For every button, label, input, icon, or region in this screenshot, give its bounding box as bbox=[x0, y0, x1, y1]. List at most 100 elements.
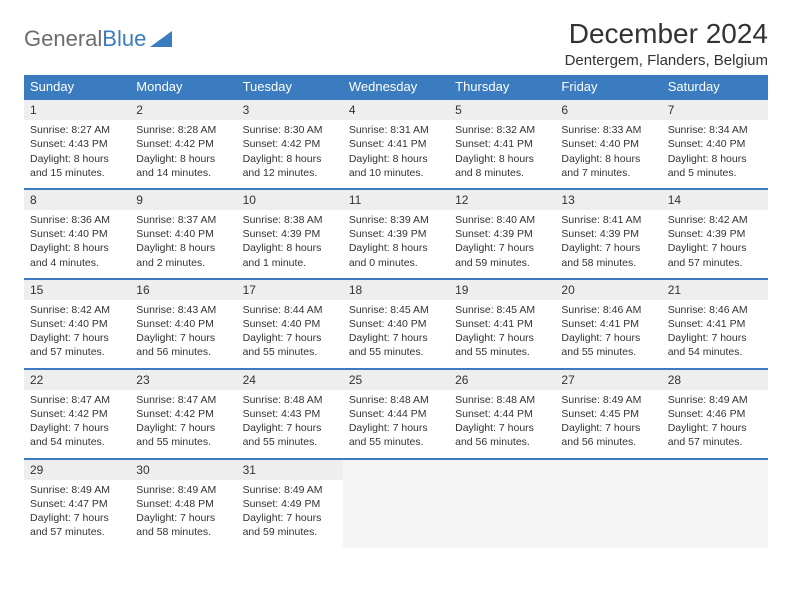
day-cell: Sunrise: 8:48 AMSunset: 4:44 PMDaylight:… bbox=[449, 390, 555, 459]
sunrise-text: Sunrise: 8:49 AM bbox=[668, 393, 762, 407]
day-number: 24 bbox=[237, 369, 343, 390]
sunset-text: Sunset: 4:41 PM bbox=[561, 317, 655, 331]
sunset-text: Sunset: 4:40 PM bbox=[561, 137, 655, 151]
day-cell: Sunrise: 8:40 AMSunset: 4:39 PMDaylight:… bbox=[449, 210, 555, 279]
day-number: 26 bbox=[449, 369, 555, 390]
daylight-text-1: Daylight: 7 hours bbox=[455, 421, 549, 435]
sunset-text: Sunset: 4:40 PM bbox=[349, 317, 443, 331]
daylight-text-2: and 56 minutes. bbox=[561, 435, 655, 449]
day-info-row: Sunrise: 8:47 AMSunset: 4:42 PMDaylight:… bbox=[24, 390, 768, 459]
day-cell: Sunrise: 8:47 AMSunset: 4:42 PMDaylight:… bbox=[130, 390, 236, 459]
daylight-text-2: and 10 minutes. bbox=[349, 166, 443, 180]
day-cell: Sunrise: 8:43 AMSunset: 4:40 PMDaylight:… bbox=[130, 300, 236, 369]
day-number: 25 bbox=[343, 369, 449, 390]
daylight-text-2: and 57 minutes. bbox=[668, 435, 762, 449]
day-number: 8 bbox=[24, 189, 130, 210]
sunset-text: Sunset: 4:39 PM bbox=[455, 227, 549, 241]
daylight-text-1: Daylight: 7 hours bbox=[561, 241, 655, 255]
daylight-text-1: Daylight: 7 hours bbox=[668, 421, 762, 435]
day-number: 5 bbox=[449, 99, 555, 120]
daylight-text-2: and 14 minutes. bbox=[136, 166, 230, 180]
daylight-text-1: Daylight: 7 hours bbox=[136, 331, 230, 345]
daylight-text-2: and 7 minutes. bbox=[561, 166, 655, 180]
daylight-text-1: Daylight: 7 hours bbox=[136, 421, 230, 435]
daylight-text-2: and 57 minutes. bbox=[668, 256, 762, 270]
daylight-text-1: Daylight: 8 hours bbox=[561, 152, 655, 166]
day-cell: Sunrise: 8:49 AMSunset: 4:49 PMDaylight:… bbox=[237, 480, 343, 548]
logo-text-1: General bbox=[24, 26, 102, 52]
day-cell: Sunrise: 8:49 AMSunset: 4:47 PMDaylight:… bbox=[24, 480, 130, 548]
day-number: 2 bbox=[130, 99, 236, 120]
day-header-row: Sunday Monday Tuesday Wednesday Thursday… bbox=[24, 75, 768, 99]
sunset-text: Sunset: 4:40 PM bbox=[243, 317, 337, 331]
day-cell: Sunrise: 8:28 AMSunset: 4:42 PMDaylight:… bbox=[130, 120, 236, 189]
sunrise-text: Sunrise: 8:47 AM bbox=[30, 393, 124, 407]
daylight-text-2: and 57 minutes. bbox=[30, 345, 124, 359]
sunset-text: Sunset: 4:47 PM bbox=[30, 497, 124, 511]
day-number: 10 bbox=[237, 189, 343, 210]
daylight-text-2: and 8 minutes. bbox=[455, 166, 549, 180]
sunset-text: Sunset: 4:40 PM bbox=[30, 227, 124, 241]
day-cell: Sunrise: 8:37 AMSunset: 4:40 PMDaylight:… bbox=[130, 210, 236, 279]
daylight-text-2: and 12 minutes. bbox=[243, 166, 337, 180]
daylight-text-1: Daylight: 7 hours bbox=[561, 421, 655, 435]
daylight-text-1: Daylight: 7 hours bbox=[349, 331, 443, 345]
day-cell: Sunrise: 8:48 AMSunset: 4:44 PMDaylight:… bbox=[343, 390, 449, 459]
sunset-text: Sunset: 4:40 PM bbox=[668, 137, 762, 151]
daylight-text-1: Daylight: 7 hours bbox=[668, 241, 762, 255]
day-header: Wednesday bbox=[343, 75, 449, 99]
sunset-text: Sunset: 4:42 PM bbox=[136, 137, 230, 151]
sunrise-text: Sunrise: 8:45 AM bbox=[455, 303, 549, 317]
daylight-text-1: Daylight: 8 hours bbox=[455, 152, 549, 166]
day-number-row: 1234567 bbox=[24, 99, 768, 120]
day-cell: Sunrise: 8:45 AMSunset: 4:41 PMDaylight:… bbox=[449, 300, 555, 369]
sunset-text: Sunset: 4:40 PM bbox=[30, 317, 124, 331]
day-number: 21 bbox=[662, 279, 768, 300]
day-number: 11 bbox=[343, 189, 449, 210]
sunset-text: Sunset: 4:39 PM bbox=[561, 227, 655, 241]
day-number bbox=[449, 459, 555, 480]
day-number-row: 15161718192021 bbox=[24, 279, 768, 300]
sunrise-text: Sunrise: 8:49 AM bbox=[243, 483, 337, 497]
day-cell: Sunrise: 8:42 AMSunset: 4:40 PMDaylight:… bbox=[24, 300, 130, 369]
daylight-text-1: Daylight: 7 hours bbox=[243, 421, 337, 435]
sunset-text: Sunset: 4:43 PM bbox=[243, 407, 337, 421]
daylight-text-2: and 59 minutes. bbox=[243, 525, 337, 539]
day-number-row: 891011121314 bbox=[24, 189, 768, 210]
day-number: 9 bbox=[130, 189, 236, 210]
daylight-text-2: and 55 minutes. bbox=[243, 435, 337, 449]
daylight-text-2: and 1 minute. bbox=[243, 256, 337, 270]
sunrise-text: Sunrise: 8:37 AM bbox=[136, 213, 230, 227]
daylight-text-2: and 15 minutes. bbox=[30, 166, 124, 180]
month-title: December 2024 bbox=[565, 18, 768, 50]
day-number: 16 bbox=[130, 279, 236, 300]
day-number: 29 bbox=[24, 459, 130, 480]
sunset-text: Sunset: 4:41 PM bbox=[349, 137, 443, 151]
day-number: 28 bbox=[662, 369, 768, 390]
day-number: 31 bbox=[237, 459, 343, 480]
sunset-text: Sunset: 4:39 PM bbox=[668, 227, 762, 241]
day-cell: Sunrise: 8:44 AMSunset: 4:40 PMDaylight:… bbox=[237, 300, 343, 369]
day-cell: Sunrise: 8:49 AMSunset: 4:48 PMDaylight:… bbox=[130, 480, 236, 548]
day-info-row: Sunrise: 8:36 AMSunset: 4:40 PMDaylight:… bbox=[24, 210, 768, 279]
day-number bbox=[343, 459, 449, 480]
sunset-text: Sunset: 4:40 PM bbox=[136, 317, 230, 331]
sunset-text: Sunset: 4:41 PM bbox=[455, 317, 549, 331]
logo-text-2: Blue bbox=[102, 26, 146, 52]
sunset-text: Sunset: 4:42 PM bbox=[136, 407, 230, 421]
sunset-text: Sunset: 4:48 PM bbox=[136, 497, 230, 511]
sunset-text: Sunset: 4:44 PM bbox=[455, 407, 549, 421]
daylight-text-1: Daylight: 7 hours bbox=[561, 331, 655, 345]
day-number: 15 bbox=[24, 279, 130, 300]
day-number: 13 bbox=[555, 189, 661, 210]
daylight-text-1: Daylight: 7 hours bbox=[243, 331, 337, 345]
day-info-row: Sunrise: 8:49 AMSunset: 4:47 PMDaylight:… bbox=[24, 480, 768, 548]
calendar-table: Sunday Monday Tuesday Wednesday Thursday… bbox=[24, 75, 768, 548]
sunrise-text: Sunrise: 8:48 AM bbox=[349, 393, 443, 407]
daylight-text-1: Daylight: 7 hours bbox=[30, 331, 124, 345]
sunrise-text: Sunrise: 8:39 AM bbox=[349, 213, 443, 227]
sunrise-text: Sunrise: 8:42 AM bbox=[30, 303, 124, 317]
calendar-body: 1234567Sunrise: 8:27 AMSunset: 4:43 PMDa… bbox=[24, 99, 768, 548]
day-number: 3 bbox=[237, 99, 343, 120]
day-cell bbox=[555, 480, 661, 548]
